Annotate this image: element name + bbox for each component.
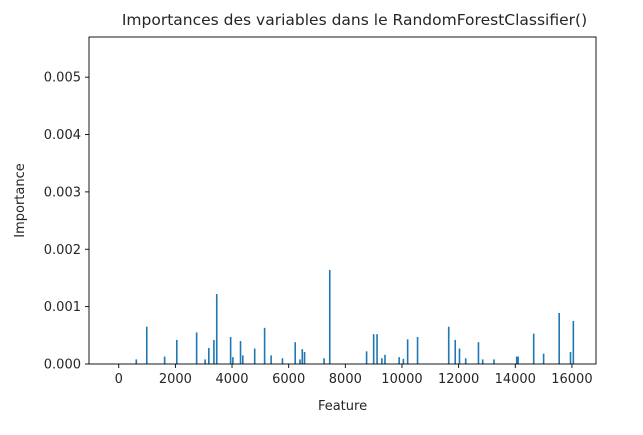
y-tick-label: 0.002 (44, 243, 81, 258)
bar (447, 326, 450, 364)
bar (176, 339, 178, 364)
bar (229, 337, 232, 364)
x-tick-label: 12000 (438, 372, 479, 387)
x-axis-ticks: 0 2000 4000 6000 8000 10000 12000 14000 16000 (115, 364, 593, 387)
x-tick-label: 4000 (215, 372, 248, 387)
y-axis-label: Importance (13, 163, 28, 238)
bar (328, 269, 331, 364)
bar (303, 351, 306, 364)
bar (398, 357, 400, 364)
y-tick-label: 0.005 (44, 71, 81, 86)
bar (517, 356, 519, 364)
y-tick-label: 0.004 (44, 128, 81, 143)
y-tick-label: 0.000 (44, 358, 81, 373)
bar (542, 353, 545, 364)
bar (558, 312, 560, 364)
bar (232, 357, 234, 364)
bar (532, 333, 535, 364)
bar (301, 349, 304, 364)
bar (481, 359, 484, 364)
x-tick-label: 10000 (381, 372, 422, 387)
bar (515, 356, 518, 364)
bar (281, 358, 284, 364)
bar (402, 358, 405, 364)
bar (569, 351, 572, 364)
bar (454, 339, 457, 364)
bar (253, 348, 256, 364)
bar (263, 327, 266, 364)
bar (384, 354, 386, 364)
bar (372, 334, 375, 364)
x-tick-label: 6000 (272, 372, 305, 387)
bar (376, 334, 378, 364)
bar (242, 355, 244, 364)
bar (239, 341, 242, 364)
bar (381, 358, 383, 364)
bar (294, 342, 296, 364)
bar (416, 337, 419, 364)
chart-title: Importances des variables dans le Random… (122, 11, 587, 29)
bar (208, 347, 210, 364)
bar (406, 339, 409, 364)
bar (477, 342, 480, 364)
bar (195, 332, 198, 364)
bar (213, 339, 215, 364)
x-tick-label: 2000 (159, 372, 192, 387)
x-tick-label: 16000 (551, 372, 592, 387)
bar (145, 326, 148, 364)
bar (215, 294, 218, 364)
bar (458, 348, 461, 364)
y-tick-label: 0.003 (44, 185, 81, 200)
x-tick-label: 0 (115, 372, 123, 387)
bars-group (135, 269, 575, 364)
bar (365, 351, 368, 364)
x-tick-label: 8000 (329, 372, 362, 387)
plot-frame (88, 36, 597, 365)
x-tick-label: 14000 (495, 372, 536, 387)
bar (572, 320, 575, 364)
y-tick-label: 0.001 (44, 300, 81, 315)
x-axis-label: Feature (318, 399, 367, 414)
bar (493, 359, 495, 364)
bar (163, 356, 166, 364)
bar (464, 358, 467, 364)
bar (299, 359, 301, 364)
bar (323, 358, 325, 364)
y-axis-ticks: 0.000 0.001 0.002 0.003 0.004 0.005 (44, 71, 89, 373)
bar (270, 355, 272, 364)
bar (204, 359, 206, 364)
bar (135, 359, 138, 364)
